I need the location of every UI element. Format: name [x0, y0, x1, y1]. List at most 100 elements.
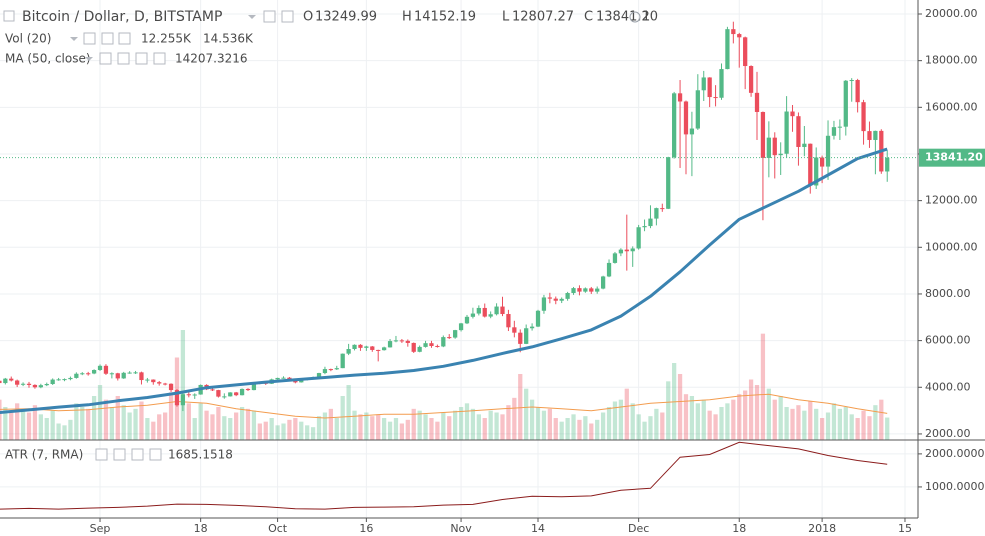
candle-body: [91, 370, 97, 374]
volume-bar: [754, 385, 760, 440]
volume-bar: [482, 418, 487, 440]
close-icon[interactable]: [153, 52, 166, 65]
volume-bar: [541, 410, 547, 440]
x-tick-label: Dec: [628, 522, 649, 535]
ma-line: [0, 147, 888, 414]
candle-body: [476, 307, 481, 314]
volume-bar: [299, 421, 304, 440]
alert-icon[interactable]: [629, 11, 641, 23]
eye-icon[interactable]: [263, 10, 276, 23]
candle-body: [405, 340, 410, 343]
volume-bar: [583, 416, 588, 440]
volume-bar: [476, 414, 481, 440]
candle-body: [565, 293, 570, 299]
volume-bar: [234, 412, 239, 440]
candle-body: [322, 369, 328, 374]
add-icon[interactable]: [135, 52, 148, 65]
candle-body: [559, 298, 564, 301]
candle-body: [583, 288, 588, 292]
volume-bar: [547, 408, 552, 440]
x-tick-label: 18: [194, 522, 208, 535]
candle-layer: [0, 21, 890, 412]
candle-body: [216, 390, 221, 397]
y-tick-label: 20000.00: [925, 7, 978, 20]
candle-body: [630, 248, 635, 252]
candle-body: [74, 373, 79, 378]
menu-arrow[interactable]: [248, 15, 256, 19]
candle-body: [62, 379, 67, 381]
volume-bar: [251, 410, 257, 440]
volume-bar: [524, 388, 529, 440]
volume-bar: [518, 374, 523, 440]
eye-icon[interactable]: [83, 32, 96, 45]
volume-bar: [683, 394, 689, 440]
volume-bar: [423, 414, 428, 440]
grid: [0, 0, 918, 518]
volume-bar: [772, 399, 777, 440]
volume-bar: [595, 419, 600, 440]
candle-body: [15, 380, 20, 385]
candle-body: [0, 380, 2, 384]
volume-bar: [512, 397, 517, 440]
candle-body: [553, 298, 558, 301]
volume-bar: [216, 407, 221, 440]
candle-body: [577, 288, 582, 292]
volume-bar: [3, 407, 8, 440]
candle-body: [376, 349, 381, 351]
candle-body: [743, 37, 748, 67]
volume-bar: [0, 399, 2, 440]
candle-body: [399, 340, 405, 342]
close-icon[interactable]: [118, 32, 131, 45]
candle-body: [666, 157, 671, 209]
volume-bar: [387, 421, 393, 440]
volume-ma-value: 14.536K: [203, 32, 254, 46]
candle-body: [731, 29, 736, 35]
candle-body: [642, 226, 647, 228]
x-tick-label: Sep: [90, 522, 111, 535]
legend: Bitcoin / Dollar, D, BITSTAMP O 13249.99…: [3, 9, 658, 462]
settings-icon[interactable]: [281, 10, 294, 23]
candle-body: [541, 297, 547, 311]
candle-body: [381, 347, 387, 351]
volume-bar: [281, 423, 286, 440]
volume-bar: [660, 412, 665, 440]
candle-body: [482, 307, 487, 317]
volume-bar: [15, 403, 20, 440]
candle-body: [606, 262, 612, 277]
volume-bar: [399, 423, 405, 440]
candle-body: [86, 373, 91, 375]
volume-bar: [831, 403, 837, 440]
volume-bar: [74, 403, 79, 440]
low-label: L: [502, 10, 510, 25]
eye-icon[interactable]: [95, 448, 108, 461]
close-icon[interactable]: [149, 448, 162, 461]
volume-bar: [352, 410, 357, 440]
candle-body: [855, 80, 860, 103]
volume-bar: [559, 421, 564, 440]
collapse-icon[interactable]: [3, 10, 15, 22]
menu-arrow[interactable]: [85, 57, 93, 61]
volume-bar: [68, 419, 73, 440]
open-label: O: [303, 10, 313, 25]
volume-bar: [784, 407, 789, 440]
settings-icon[interactable]: [101, 32, 114, 45]
candle-body: [695, 90, 700, 129]
settings-icon[interactable]: [113, 448, 126, 461]
volume-bar: [642, 421, 647, 440]
candle-body: [447, 337, 452, 339]
volume-bar: [370, 416, 375, 440]
price-axis-bg: [918, 0, 985, 536]
candle-body: [145, 379, 150, 381]
candle-body: [251, 382, 257, 391]
volume-bar: [760, 333, 766, 440]
volume-bar: [287, 419, 292, 440]
settings-icon[interactable]: [117, 52, 130, 65]
volume-bar: [328, 408, 333, 440]
menu-arrow[interactable]: [70, 37, 78, 41]
volume-bar: [204, 410, 209, 440]
add-icon[interactable]: [131, 448, 144, 461]
volume-bar: [293, 418, 298, 440]
eye-icon[interactable]: [99, 52, 112, 65]
candle-body: [370, 346, 375, 350]
volume-bar: [381, 418, 387, 440]
